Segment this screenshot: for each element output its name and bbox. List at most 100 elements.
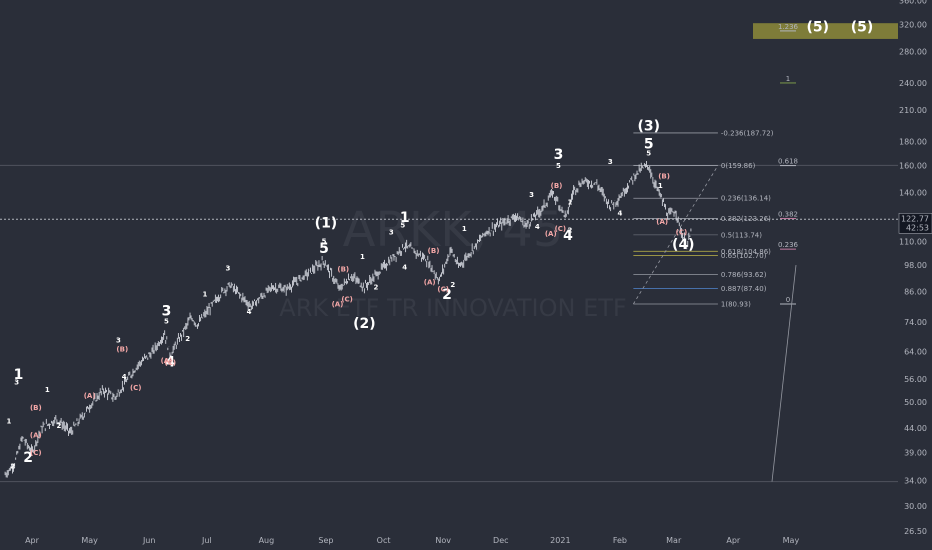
- price-axis-tick: 30.00: [904, 502, 927, 511]
- wave-pink-label: 1: [14, 367, 24, 383]
- time-axis-tick: Jul: [201, 536, 212, 545]
- time-axis-tick: Feb: [613, 536, 627, 545]
- last-price-badge: [898, 213, 932, 234]
- fib-level-label: 0.236(136.14): [721, 195, 771, 203]
- target-zone-label: (5): [851, 20, 874, 36]
- wave-pink-label: (B): [428, 247, 440, 255]
- wave-pink-label: (A): [161, 357, 173, 365]
- ext-level-label: 0.618: [778, 158, 798, 166]
- wave-labels: (1)(2)(3)(4)(5)1234512345(A)(B)(C)(A)(B)…: [7, 20, 874, 471]
- wave-major-label: (2): [353, 316, 376, 332]
- time-axis[interactable]: Apr May Jun Jul Aug Sep Oct Nov Dec 2021 Feb Mar Apr…: [25, 536, 799, 545]
- wave-white-label: 4: [247, 308, 252, 316]
- time-axis-tick: Mar: [666, 536, 682, 545]
- wave-pink-label: 3: [162, 303, 172, 319]
- wave-pink-label: (A): [545, 230, 557, 238]
- time-axis-tick: Dec: [493, 536, 508, 545]
- wave-white-label: 4: [617, 210, 622, 218]
- wave-major-label: (3): [637, 118, 660, 134]
- wave-pink-label: (C): [437, 286, 449, 294]
- fib-level-label: 0(159.86): [721, 162, 756, 170]
- wave-pink-label: 5: [319, 241, 329, 257]
- wave-pink-label: (C): [130, 384, 142, 392]
- price-axis-tick: 98.00: [904, 261, 927, 270]
- price-axis-tick: 110.00: [899, 238, 927, 247]
- wave-pink-label: (C): [165, 359, 177, 367]
- wave-white-label: 5: [556, 162, 561, 170]
- price-axis-tick: 56.00: [904, 375, 927, 384]
- wave-white-label: 1: [360, 253, 365, 261]
- fib-retracement[interactable]: -0.236(187.72) 0(159.86) 0.236(136.14) 0.38…: [633, 129, 774, 309]
- horizontal-lines: [0, 164, 898, 483]
- wave-white-label: 4: [535, 223, 540, 231]
- fib-level-label: -0.236(187.72): [721, 129, 774, 137]
- wave-white-label: 4: [122, 373, 127, 381]
- time-axis-tick: May: [81, 536, 98, 545]
- ext-level-label: 0.236: [778, 241, 799, 249]
- time-axis-tick: Apr: [25, 536, 40, 545]
- fib-extension[interactable]: 1.236 1 0.618 0.382 0.236 0: [753, 23, 898, 482]
- price-axis-tick: 140.00: [899, 189, 927, 198]
- wave-white-label: 3: [529, 191, 534, 199]
- wave-pink-label: (B): [337, 265, 349, 273]
- fib-level-label: 1(80.93): [721, 301, 751, 309]
- wave-pink-label: (A): [84, 392, 96, 400]
- last-price-value: 122.77: [901, 214, 929, 223]
- price-axis-tick: 160.00: [899, 161, 927, 170]
- wave-white-label: 1: [202, 290, 207, 298]
- ext-level-label: 1.236: [778, 23, 799, 31]
- time-axis-tick: Aug: [259, 536, 275, 545]
- price-axis-tick: 86.00: [904, 288, 927, 297]
- wave-pink-label: 2: [442, 287, 452, 303]
- ext-level-label: 1: [786, 75, 790, 83]
- fib-level-label: 0.5(113.74): [721, 231, 762, 239]
- wave-major-label: (4): [672, 237, 695, 253]
- wave-white-label: 5: [322, 237, 327, 245]
- wave-pink-label: 3: [554, 147, 564, 163]
- wave-white-label: 1: [568, 199, 573, 207]
- wave-pink-label: 5: [644, 136, 654, 152]
- wave-white-label: 2: [185, 335, 190, 343]
- wave-major-label: (5): [807, 20, 830, 36]
- time-axis-tick: Nov: [435, 536, 451, 545]
- price-axis[interactable]: 360.00 320.00 280.00 240.00 210.00 180.00 160.…: [898, 0, 932, 536]
- wave-white-label: 5: [164, 318, 169, 326]
- fib-level-label: 0.887(87.40): [721, 285, 767, 293]
- ext-projection-line: [771, 265, 797, 482]
- price-axis-tick: 180.00: [899, 137, 927, 146]
- price-axis-tick: 280.00: [899, 48, 927, 57]
- price-axis-tick: 26.50: [904, 527, 927, 536]
- price-axis-tick: 210.00: [899, 106, 927, 115]
- wave-pink-label: 4: [165, 355, 175, 371]
- wave-pink-label: 4: [563, 228, 573, 244]
- ext-level-label: 0: [786, 296, 790, 304]
- wave-pink-label: (A): [424, 279, 436, 287]
- wave-pink-label: (C): [30, 449, 42, 457]
- ext-level-label: 0.382: [778, 210, 798, 218]
- wave-white-label: 3: [14, 378, 19, 386]
- price-axis-tick: 360.00: [899, 0, 927, 6]
- wave-white-label: 2: [373, 283, 378, 291]
- target-zone-box[interactable]: [753, 23, 898, 39]
- last-price-countdown: 42:53: [906, 223, 929, 232]
- price-axis-tick: 240.00: [899, 79, 927, 88]
- price-axis-tick: 64.00: [904, 348, 927, 357]
- wave-pink-label: (A): [332, 300, 344, 308]
- price-axis-tick: 320.00: [899, 20, 927, 29]
- wave-pink-label: (C): [555, 225, 567, 233]
- wave-pink-label: (B): [116, 346, 128, 354]
- wave-pink-label: (B): [658, 173, 670, 181]
- wave-white-label: 1: [7, 417, 12, 425]
- wave-pink-label: (C): [341, 295, 353, 303]
- time-axis-tick: May: [783, 536, 800, 545]
- wave-white-label: 2: [568, 227, 573, 235]
- wave-pink-label: (C): [676, 228, 688, 236]
- wave-pink-label: (B): [30, 404, 42, 412]
- price-axis-tick: 34.00: [904, 476, 927, 485]
- wave-white-label: 1: [658, 182, 663, 190]
- wave-white-label: 1: [462, 225, 467, 233]
- wave-white-label: 3: [226, 264, 231, 272]
- wave-white-label: 5: [646, 149, 651, 157]
- price-axis-tick: 44.00: [904, 424, 927, 433]
